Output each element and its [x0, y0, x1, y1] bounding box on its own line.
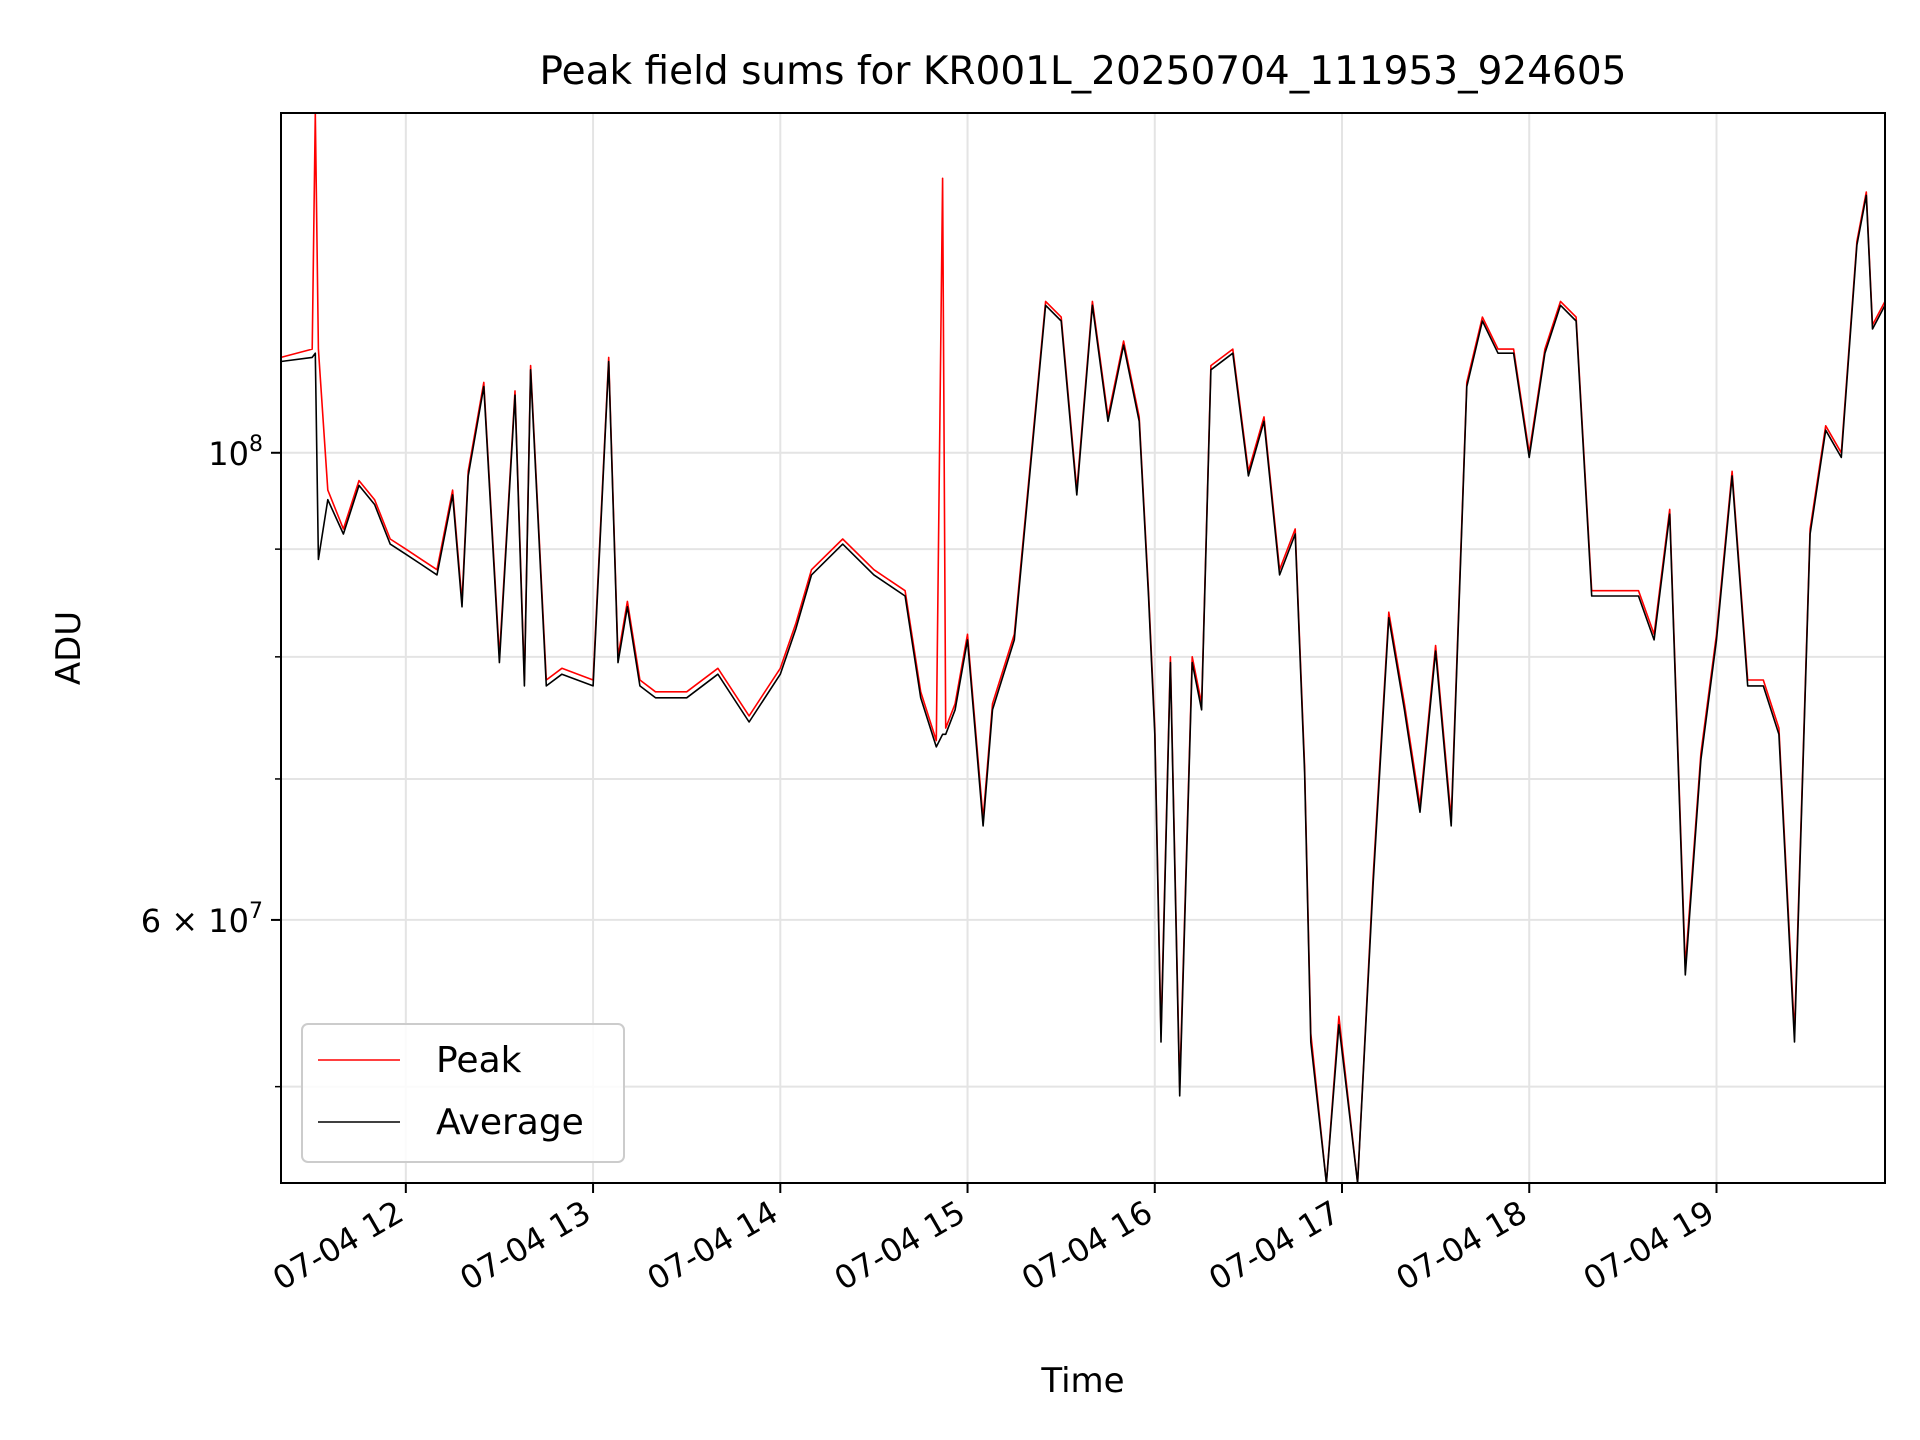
legend-box	[301, 1023, 625, 1163]
y-tick-exponent: 8	[249, 432, 263, 457]
chart-title: Peak field sums for KR001L_20250704_1119…	[540, 49, 1627, 94]
series-lines	[280, 112, 1886, 1184]
legend-peak-label: Peak	[436, 1040, 522, 1081]
plot-frame	[280, 112, 1886, 1184]
y-tick-base: 6 × 10	[141, 902, 249, 940]
legend: Peak Average	[301, 1023, 625, 1163]
y-axis-label: ADU	[49, 611, 89, 685]
y-tick-exponent: 7	[249, 899, 263, 924]
y-tick-label: 6 × 107	[141, 899, 263, 940]
series-line-average	[280, 194, 1886, 1184]
y-tick-base: 10	[208, 435, 249, 473]
legend-average-label: Average	[436, 1102, 584, 1143]
y-ticks: 6 × 107 108	[141, 432, 281, 1088]
y-tick-label: 108	[208, 432, 263, 473]
x-axis-label: Time	[1040, 1361, 1124, 1401]
